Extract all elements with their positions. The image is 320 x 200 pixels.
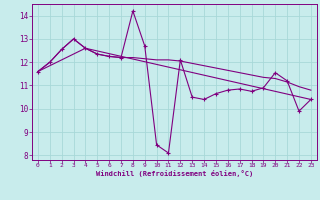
X-axis label: Windchill (Refroidissement éolien,°C): Windchill (Refroidissement éolien,°C) xyxy=(96,170,253,177)
